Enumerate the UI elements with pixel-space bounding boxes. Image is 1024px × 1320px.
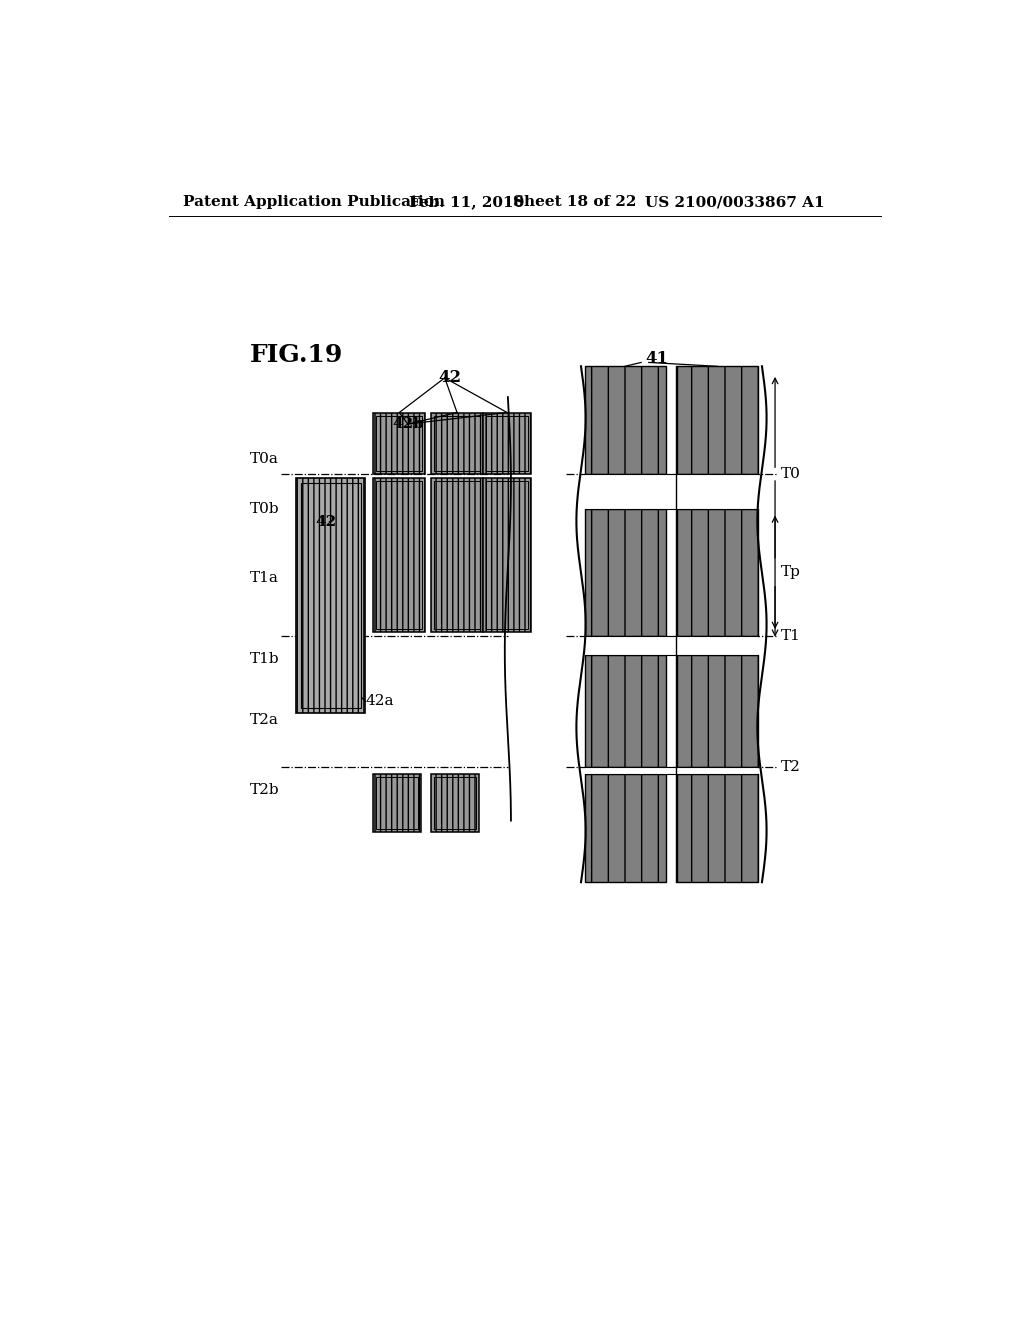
Bar	[483, 413, 531, 474]
Bar	[376, 777, 418, 829]
Bar	[373, 413, 425, 474]
Bar	[434, 416, 480, 471]
Bar	[434, 480, 480, 628]
Bar	[677, 655, 758, 767]
Text: 41: 41	[645, 350, 668, 367]
Bar	[585, 474, 758, 508]
Text: T2a: T2a	[250, 714, 279, 727]
Text: T2: T2	[781, 760, 801, 774]
Text: Patent Application Publication: Patent Application Publication	[183, 195, 444, 210]
Text: 42b: 42b	[392, 417, 424, 432]
Bar	[376, 416, 422, 471]
Bar	[373, 775, 421, 832]
Bar	[677, 775, 758, 882]
Bar	[677, 508, 758, 636]
Text: 42: 42	[315, 515, 337, 529]
Bar	[585, 775, 666, 882]
Text: Feb. 11, 2010: Feb. 11, 2010	[410, 195, 524, 210]
Text: T2b: T2b	[250, 783, 280, 797]
Bar	[301, 483, 360, 708]
Bar	[585, 767, 758, 775]
Text: FIG.19: FIG.19	[250, 343, 343, 367]
Text: US 2100/0033867 A1: US 2100/0033867 A1	[645, 195, 824, 210]
Bar	[296, 478, 366, 713]
Bar	[486, 480, 528, 628]
Bar	[585, 636, 758, 655]
Bar	[483, 478, 531, 632]
Text: T0a: T0a	[250, 451, 279, 466]
Text: T1a: T1a	[250, 572, 279, 585]
Text: 42a: 42a	[366, 694, 394, 709]
Text: T1b: T1b	[250, 652, 280, 665]
Bar	[434, 777, 475, 829]
Bar	[376, 480, 422, 628]
Bar	[486, 416, 528, 471]
Text: T0: T0	[781, 467, 801, 480]
Bar	[585, 655, 666, 767]
Bar	[431, 478, 483, 632]
Bar	[677, 367, 758, 474]
Bar	[431, 413, 483, 474]
Text: Sheet 18 of 22: Sheet 18 of 22	[513, 195, 637, 210]
Text: T0b: T0b	[250, 502, 280, 516]
Text: Tp: Tp	[781, 565, 801, 579]
Bar	[373, 478, 425, 632]
Text: 42: 42	[438, 370, 462, 387]
Text: T1: T1	[781, 628, 801, 643]
Bar	[431, 775, 478, 832]
Bar	[585, 508, 666, 636]
Bar	[585, 367, 666, 474]
